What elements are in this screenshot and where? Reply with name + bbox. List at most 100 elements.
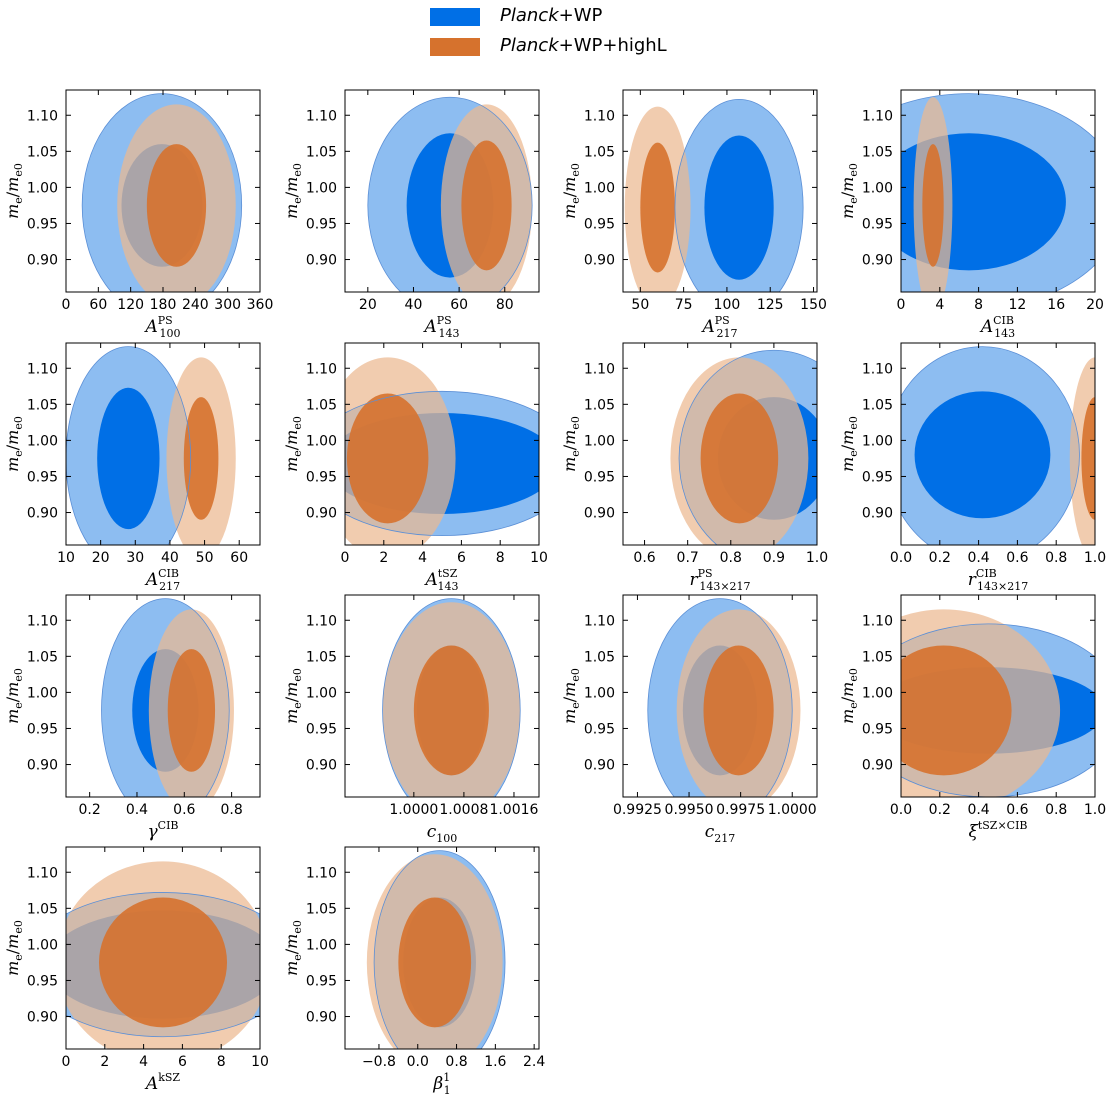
x-tick-label: 0.2: [929, 802, 951, 818]
contour-planck-wp-highl-68: [146, 144, 207, 267]
panel-14: 0.90 0.95 1.00 1.05 1.10 −0.8 0.0 0.8 1.6 2.4 me/m…: [282, 846, 545, 1097]
y-tick-label: 0.95: [584, 216, 615, 232]
x-tick-label: 12: [1008, 297, 1026, 313]
plot-frame: [65, 846, 261, 1050]
x-tick-label: 2: [100, 1054, 109, 1070]
x-tick-label: 1.0000: [389, 802, 438, 818]
y-tick-label: 1.10: [27, 865, 58, 881]
legend-label-planck-wp-highl: Planck+WP+highL: [500, 35, 667, 56]
legend-swatch-orange: [430, 38, 480, 56]
x-tick-label: 0.2: [929, 550, 951, 566]
x-tick-label: 0.4: [126, 802, 148, 818]
y-tick-label: 1.05: [27, 901, 58, 917]
y-tick-label: 0.90: [584, 253, 615, 269]
y-tick-label: 0.95: [584, 721, 615, 737]
y-axis-label: me/me0: [282, 416, 304, 472]
x-tick-label: 0: [341, 550, 350, 566]
legend-item-planck-wp-highl: Planck+WP+highL: [430, 34, 750, 60]
legend-item-planck-wp: Planck+WP: [430, 4, 750, 30]
x-tick-label: 20: [359, 297, 377, 313]
y-axis-label: me/me0: [282, 163, 304, 219]
y-tick-label: 0.90: [862, 253, 893, 269]
contour-planck-wp-highl-68: [413, 645, 489, 776]
y-tick-label: 1.05: [27, 144, 58, 160]
contours: [624, 99, 804, 292]
y-tick-label: 0.95: [306, 721, 337, 737]
x-tick-label: 4: [139, 1054, 148, 1070]
contours: [367, 96, 533, 292]
y-tick-label: 1.00: [27, 685, 58, 701]
contours: [382, 598, 521, 797]
y-axis-label: me/me0: [560, 163, 582, 219]
y-tick-label: 0.95: [27, 216, 58, 232]
y-tick-label: 0.90: [27, 253, 58, 269]
plot-frame: [65, 594, 261, 798]
x-tick-label: 1.0: [1084, 550, 1106, 566]
x-tick-label: 0.6: [173, 802, 195, 818]
y-axis-label: me/me0: [3, 416, 25, 472]
x-tick-label: 0.9925: [613, 802, 662, 818]
contour-planck-wp-95-outline: [647, 598, 793, 797]
contour-planck-wp-95-outline: [367, 96, 533, 292]
x-tick-label: 50: [196, 550, 214, 566]
y-axis-label: me/me0: [282, 920, 304, 976]
contour-planck-wp-95-outline: [901, 346, 1080, 545]
x-tick-label: 60: [450, 297, 468, 313]
contour-planck-wp-95-outline: [674, 99, 804, 292]
x-tick-label: 4: [418, 550, 427, 566]
contour-planck-wp-68: [914, 391, 1051, 519]
contour-planck-wp-highl-68: [98, 897, 228, 1028]
y-axis-label: me/me0: [560, 668, 582, 724]
y-tick-label: 1.00: [584, 685, 615, 701]
x-tick-label: 8: [974, 297, 983, 313]
y-tick-label: 1.05: [584, 144, 615, 160]
contour-planck-wp-95-outline: [901, 623, 1095, 797]
y-tick-label: 1.10: [306, 613, 337, 629]
y-tick-label: 0.90: [306, 506, 337, 522]
contours: [66, 861, 260, 1049]
contour-planck-wp-95-outline: [382, 598, 521, 797]
x-tick-label: 300: [214, 297, 241, 313]
y-tick-label: 1.00: [306, 180, 337, 196]
x-tick-label: 60: [230, 550, 248, 566]
x-tick-label: 0.8: [445, 1054, 467, 1070]
x-tick-label: 60: [89, 297, 107, 313]
y-tick-label: 1.05: [306, 901, 337, 917]
panel-2: 0.90 0.95 1.00 1.05 1.10 20 40 60 80 me/me0 APS 143: [282, 89, 540, 340]
x-tick-label: 10: [57, 550, 75, 566]
y-tick-label: 1.05: [584, 397, 615, 413]
x-tick-label: 75: [675, 297, 693, 313]
x-axis-label: γCIB: [147, 819, 178, 842]
x-tick-label: 1.6: [484, 1054, 506, 1070]
y-tick-label: 0.90: [584, 758, 615, 774]
contour-planck-wp-highl-68: [901, 645, 1012, 776]
x-axis-label: AtSZ 143: [423, 567, 458, 593]
x-tick-label: 0.9975: [716, 802, 765, 818]
x-tick-label: 0.6: [633, 550, 655, 566]
y-tick-label: 1.10: [306, 361, 337, 377]
y-tick-label: 1.05: [306, 397, 337, 413]
x-tick-label: 40: [405, 297, 423, 313]
y-tick-label: 0.90: [306, 1010, 337, 1026]
contour-planck-wp-95-outline: [901, 93, 1095, 292]
contours: [81, 93, 243, 292]
y-tick-label: 1.10: [27, 613, 58, 629]
contour-planck-wp-95-outline: [81, 93, 243, 292]
x-tick-label: 10: [251, 1054, 269, 1070]
x-tick-label: 0.8: [720, 550, 742, 566]
y-tick-label: 0.95: [27, 973, 58, 989]
contour-planck-wp-highl-68: [700, 393, 779, 524]
y-tick-label: 1.00: [27, 937, 58, 953]
panel-10: 0.90 0.95 1.00 1.05 1.10 1.0000 1.0008 1.0016 me…: [282, 594, 540, 845]
x-tick-label: 1.0: [806, 550, 828, 566]
y-tick-label: 0.90: [862, 506, 893, 522]
contour-planck-wp-highl-68: [183, 397, 219, 520]
plot-frame: [622, 89, 818, 293]
y-tick-label: 0.90: [584, 506, 615, 522]
x-tick-label: 0.2: [79, 802, 101, 818]
panel-4: 0.90 0.95 1.00 1.05 1.10 0 4 8 12 16 20 me/me0 ACIB 1…: [838, 89, 1104, 340]
x-axis-label: ACIB 143: [979, 314, 1015, 340]
y-tick-label: 1.00: [862, 180, 893, 196]
plot-frame: [900, 594, 1096, 798]
